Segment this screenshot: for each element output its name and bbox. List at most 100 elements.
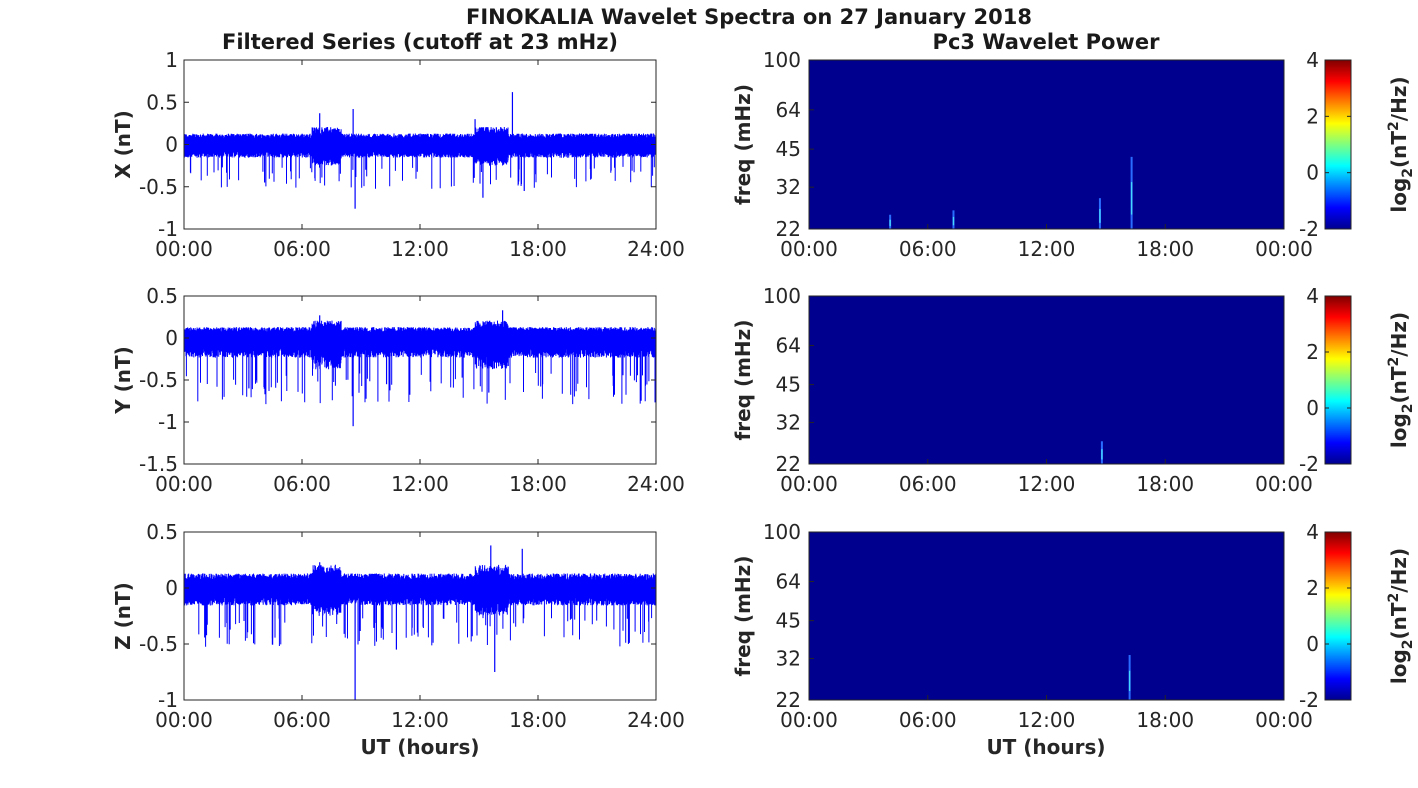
colorbar: [1324, 531, 1352, 701]
colorbar-label-part: 2: [1386, 121, 1402, 131]
y-tick-label: 0: [165, 326, 178, 350]
colorbar-tick-label: 0: [1306, 161, 1319, 185]
colorbar-label-part: (nT: [1387, 602, 1411, 639]
y-axis-label: freq (mHz): [731, 320, 755, 441]
colorbar-label-part: 2: [1400, 168, 1416, 178]
y-tick-label: -1: [158, 217, 178, 241]
x-tick-label: 18:00: [1136, 237, 1194, 261]
x-tick-label: 18:00: [509, 237, 567, 261]
plot-area: [184, 296, 656, 464]
colorbar-tick-label: -2: [1299, 217, 1319, 241]
y-axis-label: Z (nT): [111, 582, 135, 650]
x-tick-label: 24:00: [627, 708, 685, 732]
colorbar-tick-label: 0: [1306, 632, 1319, 656]
colorbar-tick-label: 2: [1306, 104, 1319, 128]
spectrum-background: [809, 296, 1284, 464]
y-tick-label: -0.5: [139, 175, 178, 199]
x-tick-label: 00:00: [155, 708, 213, 732]
colorbar-label-part: (nT: [1387, 366, 1411, 403]
colorbar-label-part: 2: [1386, 593, 1402, 603]
colorbar-label-part: /Hz): [1387, 312, 1411, 357]
y-tick-label: 45: [776, 609, 801, 633]
line-panel-1: 1 0.5 0 -0.5 -100:00 06:00 12:00 18:00 24:00 X (n…: [111, 48, 685, 261]
y-tick-label: -0.5: [139, 632, 178, 656]
line-panel-2: 0.5 0 -0.5 -1 -1.500:00 06:00 12:00 18:00 24:00 Y…: [111, 284, 685, 496]
y-tick-label: 32: [776, 646, 801, 670]
x-tick-label: 12:00: [391, 708, 449, 732]
colorbar-label: log2(nT2/Hz): [1386, 76, 1416, 212]
line-panel-3: 0.5 0 -0.5 -100:00 06:00 12:00 18:00 24:00 Z (nT…: [111, 520, 685, 732]
colorbar-tick-label: 0: [1306, 396, 1319, 420]
colorbar-label-part: /Hz): [1387, 548, 1411, 593]
x-tick-label: 24:00: [627, 472, 685, 496]
x-tick-label: 00:00: [1255, 472, 1313, 496]
colorbar-label: log2(nT2/Hz): [1386, 312, 1416, 448]
colorbar-tick-label: 4: [1306, 284, 1319, 308]
colorbar-label: log2(nT2/Hz): [1386, 548, 1416, 684]
x-tick-label: 06:00: [273, 237, 331, 261]
colorbar: [1324, 295, 1352, 465]
y-tick-label: 0.5: [146, 284, 178, 308]
colorbar-label-part: 2: [1400, 639, 1416, 649]
plot-area: [184, 532, 656, 700]
colorbar-label-part: 2: [1400, 403, 1416, 413]
y-tick-label: 22: [776, 688, 801, 712]
y-tick-label: -1: [158, 410, 178, 434]
y-tick-label: -0.5: [139, 368, 178, 392]
y-axis-label: X (nT): [111, 110, 135, 179]
colorbar-tick-label: 4: [1306, 520, 1319, 544]
colorbar-label-part: log: [1387, 413, 1411, 448]
colorbar-label-part: (nT: [1387, 131, 1411, 168]
x-tick-label: 12:00: [1018, 237, 1076, 261]
right-x-axis-label: UT (hours): [986, 735, 1105, 759]
x-tick-label: 00:00: [155, 472, 213, 496]
colorbar-tick-label: 4: [1306, 48, 1319, 72]
x-tick-label: 18:00: [1136, 708, 1194, 732]
y-tick-label: 32: [776, 175, 801, 199]
x-tick-label: 06:00: [899, 237, 957, 261]
y-tick-label: 0.5: [146, 520, 178, 544]
x-tick-label: 12:00: [1018, 472, 1076, 496]
x-tick-label: 00:00: [780, 237, 838, 261]
y-tick-label: -1: [158, 688, 178, 712]
x-tick-label: 00:00: [1255, 708, 1313, 732]
y-tick-label: 64: [776, 570, 801, 594]
spectrum-background: [809, 60, 1284, 229]
x-tick-label: 00:00: [780, 708, 838, 732]
x-tick-label: 12:00: [391, 237, 449, 261]
y-axis-label: freq (mHz): [731, 556, 755, 677]
x-tick-label: 06:00: [273, 708, 331, 732]
x-tick-label: 24:00: [627, 237, 685, 261]
x-tick-label: 06:00: [899, 472, 957, 496]
y-tick-label: 100: [763, 520, 801, 544]
spectrum-background: [809, 532, 1284, 700]
y-tick-label: 100: [763, 48, 801, 72]
y-tick-label: 45: [776, 137, 801, 161]
y-tick-label: 100: [763, 284, 801, 308]
x-tick-label: 00:00: [155, 237, 213, 261]
y-tick-label: 22: [776, 217, 801, 241]
x-tick-label: 06:00: [273, 472, 331, 496]
y-tick-label: 22: [776, 452, 801, 476]
y-tick-label: -1.5: [139, 452, 178, 476]
y-tick-label: 0: [165, 133, 178, 157]
y-tick-label: 1: [165, 48, 178, 72]
y-tick-label: 0.5: [146, 90, 178, 114]
x-tick-label: 18:00: [1136, 472, 1194, 496]
x-tick-label: 12:00: [391, 472, 449, 496]
x-tick-label: 00:00: [780, 472, 838, 496]
panels: 10.50-0.5-100:00 06:00 12:00 18:00 24:00X (n…: [111, 48, 1416, 732]
right-column-title: Pc3 Wavelet Power: [933, 30, 1161, 54]
colorbar-tick-label: -2: [1299, 688, 1319, 712]
figure-title: FINOKALIA Wavelet Spectra on 27 January …: [466, 5, 1032, 29]
y-tick-label: 45: [776, 373, 801, 397]
left-x-axis-label: UT (hours): [360, 735, 479, 759]
colorbar-tick-label: 2: [1306, 576, 1319, 600]
x-tick-label: 06:00: [899, 708, 957, 732]
colorbar: [1324, 59, 1352, 230]
colorbar-tick-label: 2: [1306, 340, 1319, 364]
x-tick-label: 18:00: [509, 472, 567, 496]
